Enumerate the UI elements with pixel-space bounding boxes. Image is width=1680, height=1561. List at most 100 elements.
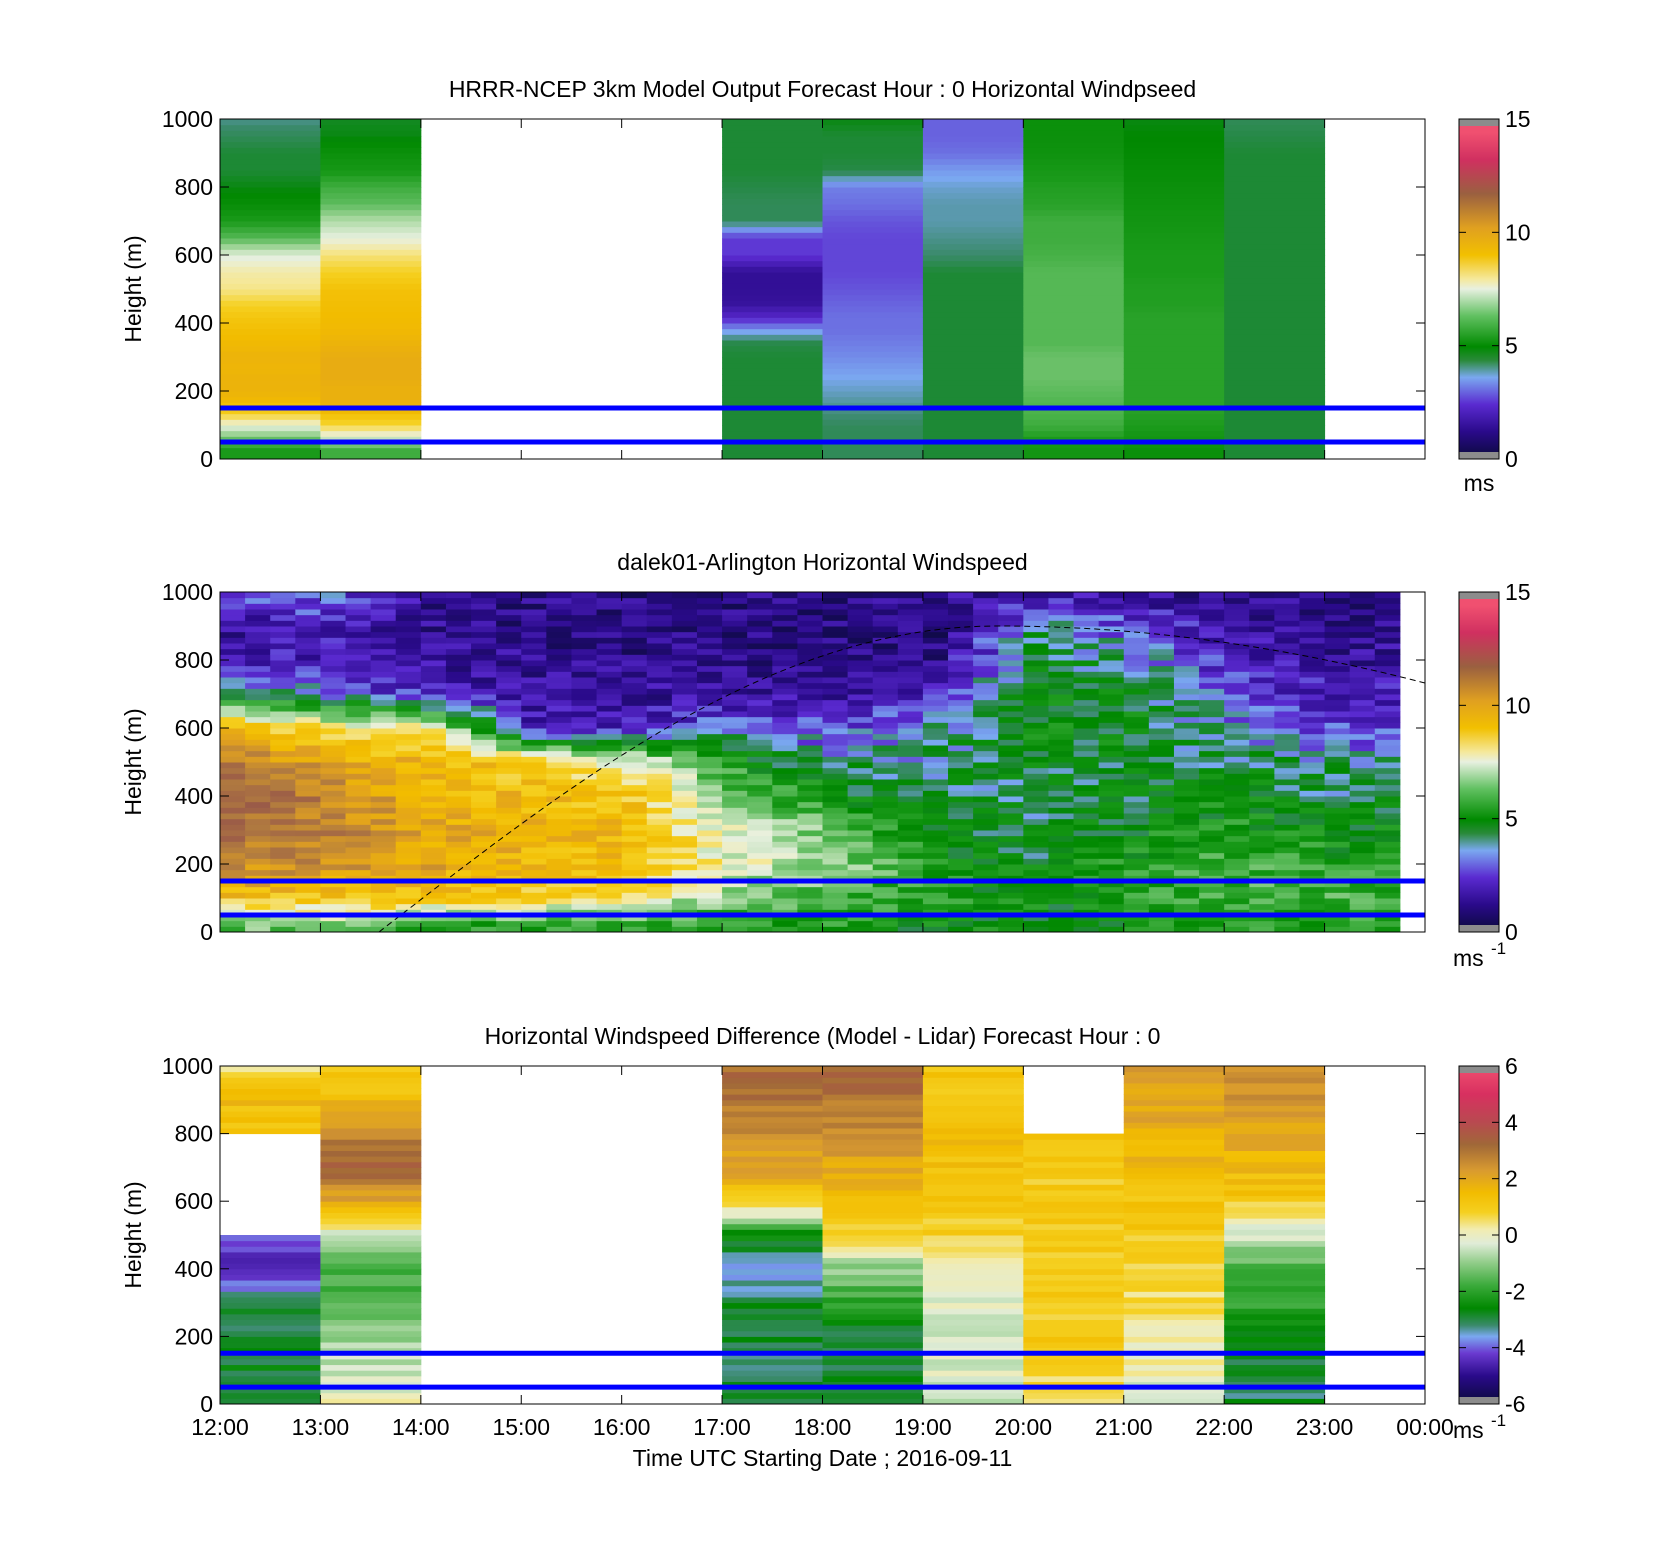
heatmap-cell [1098,790,1125,797]
heatmap-cell [948,705,974,712]
heatmap-cell [1249,682,1275,689]
chart-title: Horizontal Windspeed Difference (Model -… [485,1023,1161,1049]
heatmap-cell [1349,818,1376,825]
heatmap-cell [621,830,648,837]
heatmap-cell [320,396,422,403]
heatmap-cell [1324,864,1351,871]
heatmap-cell [1023,357,1125,364]
heatmap-cell [1023,756,1049,763]
heatmap-cell [671,643,698,650]
heatmap-cell [822,1105,924,1112]
heatmap-cell [797,807,823,814]
heatmap-cell [1349,835,1376,842]
heatmap-cell [1299,926,1326,932]
heatmap-cell [822,311,924,318]
colorbar-unit-exponent: -1 [1491,1411,1506,1430]
heatmap-cell [1224,1173,1326,1180]
x-tick-label: 18:00 [794,1414,852,1440]
heatmap-cell [445,898,472,905]
heatmap-cell [245,813,271,820]
heatmap-cell [1249,773,1275,780]
heatmap-cell [1098,694,1125,701]
heatmap-cell [872,716,899,723]
heatmap-cell [948,682,974,689]
heatmap-cell [320,626,347,633]
heatmap-cell [1274,597,1300,604]
heatmap-cell [270,762,296,769]
heatmap-cell [922,153,1024,160]
heatmap-cell [220,677,246,684]
heatmap-cell [872,869,899,876]
heatmap-cell [345,909,372,916]
heatmap-cell [220,1071,321,1078]
heatmap-cell [1098,665,1125,672]
heatmap-cell [1148,796,1175,803]
heatmap-cell [220,643,246,650]
colorbar-cap-top [1459,1066,1499,1073]
heatmap-cell [646,648,673,655]
heatmap-cell [1374,847,1401,854]
heatmap-cell [1073,631,1100,638]
heatmap-cell [1224,1398,1326,1404]
heatmap-cell [370,847,397,854]
heatmap-cell [847,597,874,604]
heatmap-cell [320,869,347,876]
heatmap-cell [1249,779,1275,786]
heatmap-cell [722,648,748,655]
heatmap-cell [696,592,723,599]
heatmap-cell [1123,1398,1225,1404]
heatmap-cell [671,830,698,837]
heatmap-cell [822,1127,924,1135]
heatmap-cell [320,614,347,621]
heatmap-cell [521,592,547,599]
heatmap-cell [521,835,547,842]
heatmap-cell [1374,926,1401,932]
heatmap-cell [370,920,397,927]
heatmap-cell [1299,756,1326,763]
heatmap-cell [1098,898,1125,905]
heatmap-cell [320,187,422,194]
heatmap-cell [973,631,999,638]
heatmap-cell [596,875,623,882]
heatmap-cell [1123,1133,1225,1140]
heatmap-cell [922,436,1024,443]
heatmap-cell [295,716,321,723]
heatmap-cell [320,141,422,148]
heatmap-cell [1148,750,1175,757]
heatmap-cell [671,665,698,672]
heatmap-cell [1123,835,1150,842]
heatmap-cell [571,682,598,689]
heatmap-cell [722,396,823,403]
heatmap-cell [1249,847,1275,854]
heatmap-cell [320,750,347,757]
colorbar-unit: ms [1464,470,1495,496]
heatmap-cell [345,739,372,746]
heatmap-cell [496,694,522,701]
heatmap-cell [646,603,673,610]
heatmap-cell [1148,660,1175,667]
heatmap-cell [1224,648,1250,655]
heatmap-cell [621,671,648,678]
heatmap-cell [1123,1280,1225,1287]
heatmap-cell [922,147,1024,154]
heatmap-cell [822,682,849,689]
heatmap-cell [546,711,572,718]
heatmap-cell [270,745,296,752]
heatmap-cell [245,728,271,735]
heatmap-cell [671,648,698,655]
heatmap-cell [621,637,648,644]
heatmap-cell [922,1240,1024,1247]
heatmap-cell [948,796,974,803]
heatmap-cell [1098,813,1125,820]
heatmap-cell [822,637,849,644]
heatmap-cell [922,1246,1024,1253]
heatmap-cell [872,835,899,842]
heatmap-cell [922,1189,1024,1197]
heatmap-cell [922,818,949,825]
heatmap-cell [1199,779,1225,786]
heatmap-cell [822,351,924,358]
heatmap-cell [1324,841,1351,848]
heatmap-cell [220,682,246,689]
heatmap-cell [872,830,899,837]
heatmap-cell [822,614,849,621]
